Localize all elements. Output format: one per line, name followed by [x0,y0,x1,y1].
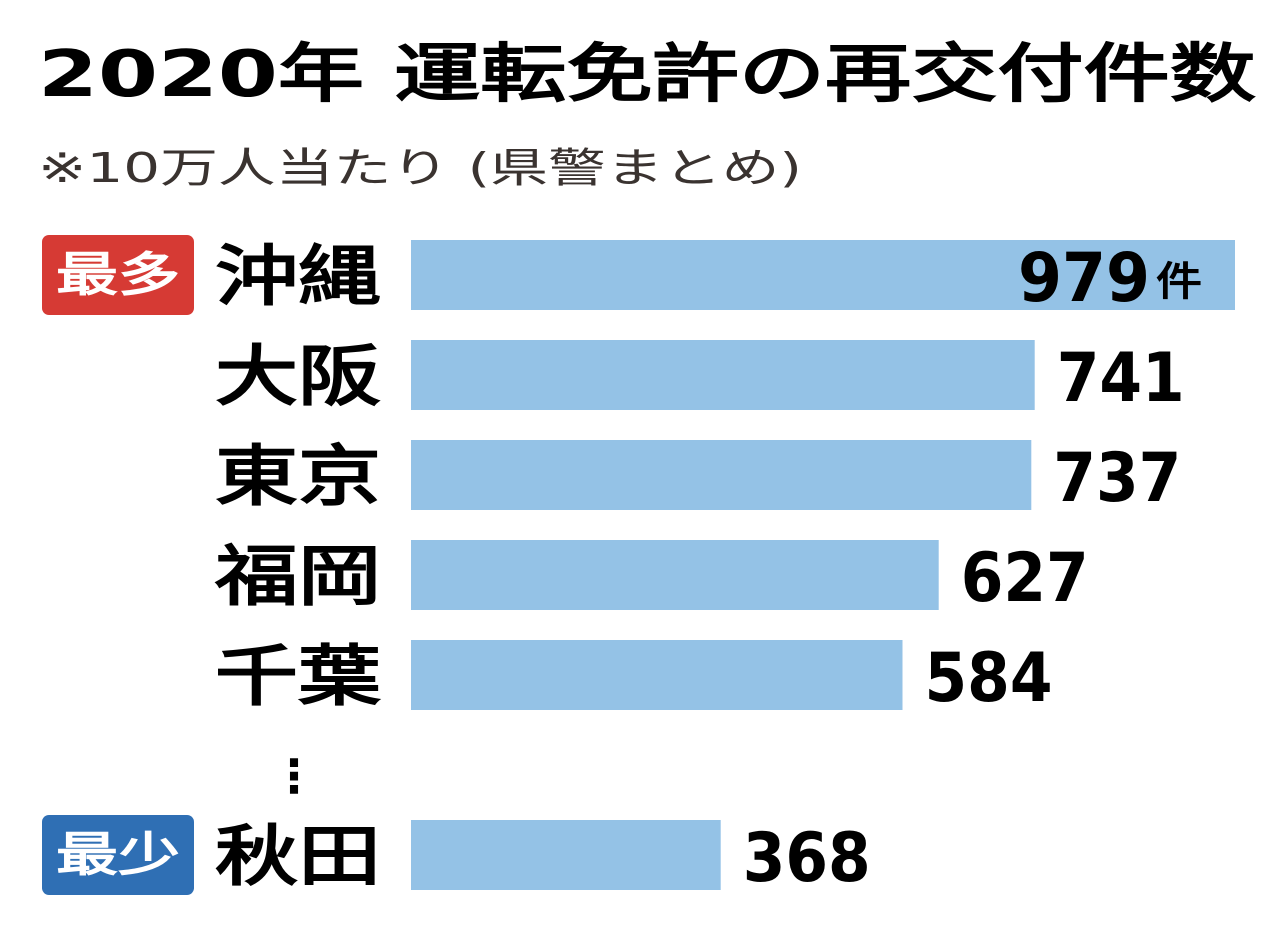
badge-most: 最多 [42,235,194,315]
bar-2 [411,440,1032,510]
value-label: 584 [925,639,1053,718]
bar-4 [411,640,903,710]
value-label: 737 [1053,439,1181,518]
badge-least-bg [42,815,194,895]
category-label: 福岡 [214,538,381,615]
category-label: 秋田 [215,818,381,895]
value-label: 627 [961,539,1089,618]
category-label: 東京 [215,438,381,515]
badge-least: 最少 [42,815,194,895]
bar-3 [411,540,939,610]
badge-least-label: 最少 [56,828,180,883]
chart-title: 2020年 運転免許の再交付件数 [38,38,1256,112]
value-label: 979 [1018,239,1150,318]
bar-5 [411,820,721,890]
badge-most-bg [42,235,194,315]
unit-label: 件 [1156,259,1202,305]
value-label: 741 [1057,339,1185,418]
ellipsis-marker: ⋮ [271,749,317,803]
category-label: 大阪 [215,338,381,415]
category-label: 千葉 [215,638,382,715]
category-label: 沖縄 [215,238,381,315]
value-label: 368 [743,819,871,898]
badge-most-label: 最多 [56,248,180,303]
chart-subtitle: ※10万人当たり (県警まとめ) [38,144,802,192]
bar-0 [411,240,1235,310]
bar-1 [411,340,1035,410]
